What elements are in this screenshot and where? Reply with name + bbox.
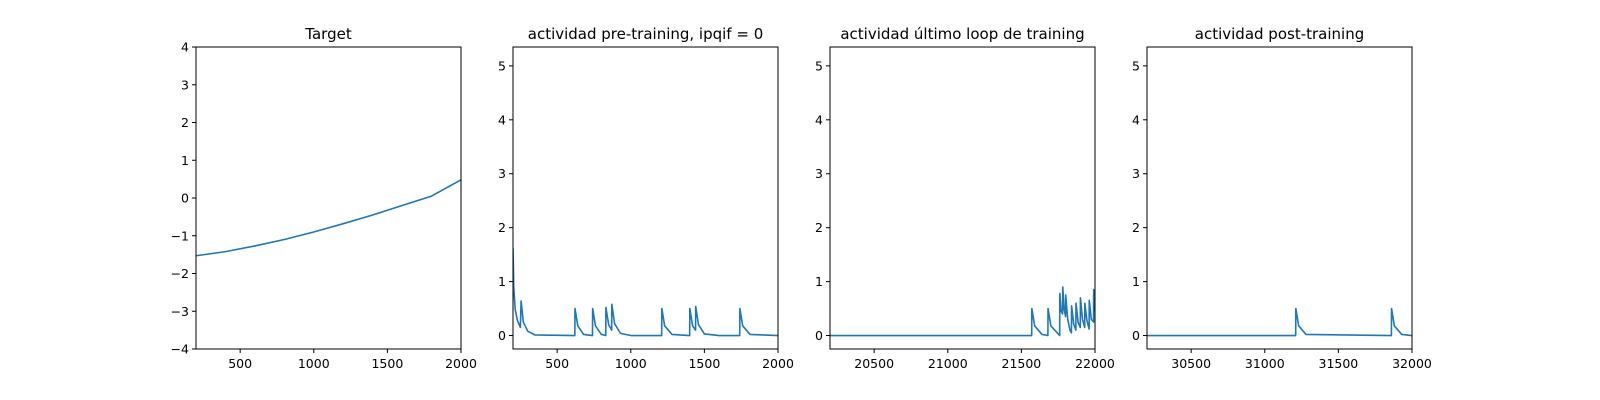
x-tick-label: 21500 [1002, 356, 1042, 371]
x-tick-label: 1500 [371, 356, 403, 371]
series-line [513, 248, 778, 337]
y-tick-label: 3 [815, 166, 823, 181]
axes-frame [512, 46, 779, 350]
x-tick-label: 1000 [615, 356, 647, 371]
x-tick-label: 31500 [1319, 356, 1359, 371]
y-tick-label: 0 [181, 191, 189, 206]
y-tick-label: 0 [1132, 328, 1140, 343]
y-tick-label: 4 [815, 112, 823, 127]
y-tick-label: 1 [815, 274, 823, 289]
y-tick-label: −3 [171, 304, 189, 319]
y-tick-label: 4 [181, 40, 189, 55]
subplot-title: Target [304, 25, 352, 43]
subplot-title: actividad pre-training, ipqif = 0 [528, 25, 764, 43]
x-tick-label: 30500 [1171, 356, 1211, 371]
y-tick-label: 3 [181, 77, 189, 92]
axes-frame [1146, 46, 1413, 350]
x-tick-label: 500 [545, 356, 569, 371]
y-tick-label: 5 [498, 58, 506, 73]
y-tick-label: −2 [171, 266, 189, 281]
y-tick-label: 2 [815, 220, 823, 235]
y-tick-label: −4 [171, 342, 189, 357]
y-tick-label: −1 [171, 228, 189, 243]
y-tick-label: 5 [815, 58, 823, 73]
axes-frame [829, 46, 1096, 350]
y-tick-label: 1 [181, 153, 189, 168]
y-tick-label: 2 [1132, 220, 1140, 235]
subplot-4: 30500 31000 31500 32000 0 1 2 3 4 5 actividad post… [1132, 25, 1432, 371]
y-tick-label: 2 [181, 115, 189, 130]
x-tick-label: 2000 [445, 356, 477, 371]
series-line [830, 286, 1095, 337]
subplot-title: actividad último loop de training [840, 25, 1084, 43]
y-tick-label: 5 [1132, 58, 1140, 73]
subplot-1: 500 1000 1500 2000 −4 −3 −2 −1 0 1 2 3 4 Target [171, 25, 477, 371]
series-line [1147, 307, 1412, 337]
y-tick-label: 4 [1132, 112, 1140, 127]
y-tick-label: 1 [498, 274, 506, 289]
subplot-2: 500 1000 1500 2000 0 1 2 3 4 5 actividad pre-train… [498, 25, 794, 371]
y-tick-label: 3 [1132, 166, 1140, 181]
y-tick-label: 4 [498, 112, 506, 127]
y-tick-label: 0 [498, 328, 506, 343]
y-tick-label: 0 [815, 328, 823, 343]
x-tick-label: 32000 [1392, 356, 1432, 371]
x-tick-label: 1000 [298, 356, 330, 371]
x-tick-label: 500 [228, 356, 252, 371]
subplot-title: actividad post-training [1195, 25, 1364, 43]
y-tick-label: 1 [1132, 274, 1140, 289]
subplot-3: 20500 21000 21500 22000 0 1 2 3 4 5 actividad últi… [815, 25, 1115, 371]
x-tick-label: 1500 [688, 356, 720, 371]
x-tick-label: 20500 [854, 356, 894, 371]
x-tick-label: 31000 [1245, 356, 1285, 371]
x-tick-label: 2000 [762, 356, 794, 371]
x-tick-label: 22000 [1075, 356, 1115, 371]
axes-frame [195, 46, 462, 350]
y-tick-label: 3 [498, 166, 506, 181]
series-line [196, 179, 461, 257]
x-tick-label: 21000 [928, 356, 968, 371]
y-tick-label: 2 [498, 220, 506, 235]
